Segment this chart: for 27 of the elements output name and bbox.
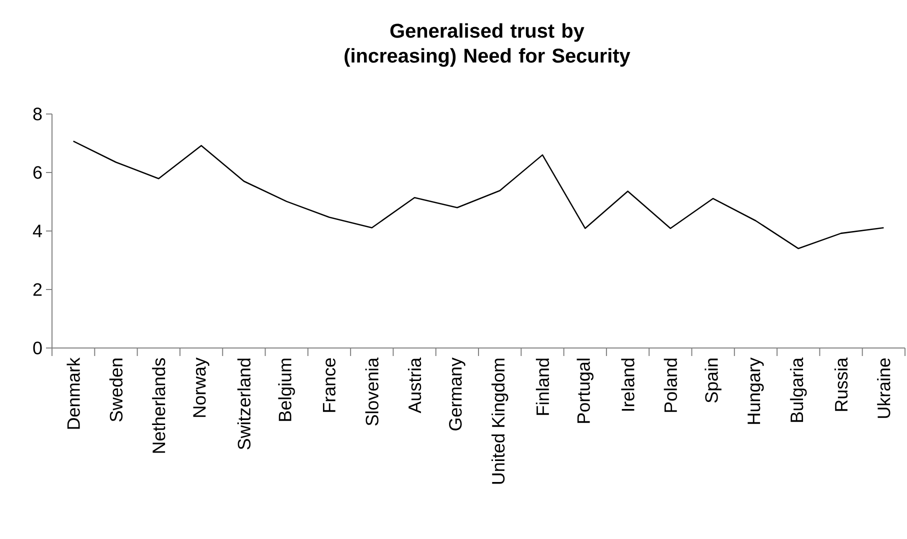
x-tick-label: Portugal bbox=[576, 358, 594, 423]
x-tick-label: Hungary bbox=[748, 358, 764, 424]
x-tick-label: Netherlands bbox=[152, 358, 166, 453]
x-tick-label: Ireland bbox=[621, 358, 634, 411]
y-tick-label: 0 bbox=[33, 342, 42, 354]
x-tick-label: Switzerland bbox=[237, 358, 251, 450]
chart-title: Generalised trust by (increasing) Need for Security bbox=[344, 23, 630, 67]
line-series bbox=[72, 140, 884, 250]
x-tick-label: Austria bbox=[408, 358, 422, 414]
x-tick-label: Poland bbox=[664, 358, 678, 412]
x-tick-label: Denmark bbox=[66, 357, 80, 429]
y-tick-label: 6 bbox=[33, 166, 42, 179]
y-tick-label: 4 bbox=[32, 224, 42, 238]
x-tick-label: Sweden bbox=[109, 358, 123, 422]
x-tick-label: Finland bbox=[536, 358, 550, 415]
x-tick-label: Belgium bbox=[278, 358, 295, 421]
x-tick-label: Slovenia bbox=[365, 358, 378, 426]
y-tick-label: 8 bbox=[33, 108, 42, 120]
x-tick-label: United Kingdom bbox=[491, 358, 508, 484]
x-tick-label: Germany bbox=[449, 358, 466, 430]
x-tick-label: Bulgaria bbox=[790, 358, 807, 422]
x-tick-label: Ukraine bbox=[877, 358, 890, 418]
y-tick-label: 2 bbox=[33, 283, 42, 296]
x-tick-label: Norway bbox=[193, 358, 210, 417]
x-tick-label: Russia bbox=[834, 358, 848, 411]
x-tick-label: Spain bbox=[704, 358, 722, 403]
x-tick-label: France bbox=[322, 358, 336, 412]
